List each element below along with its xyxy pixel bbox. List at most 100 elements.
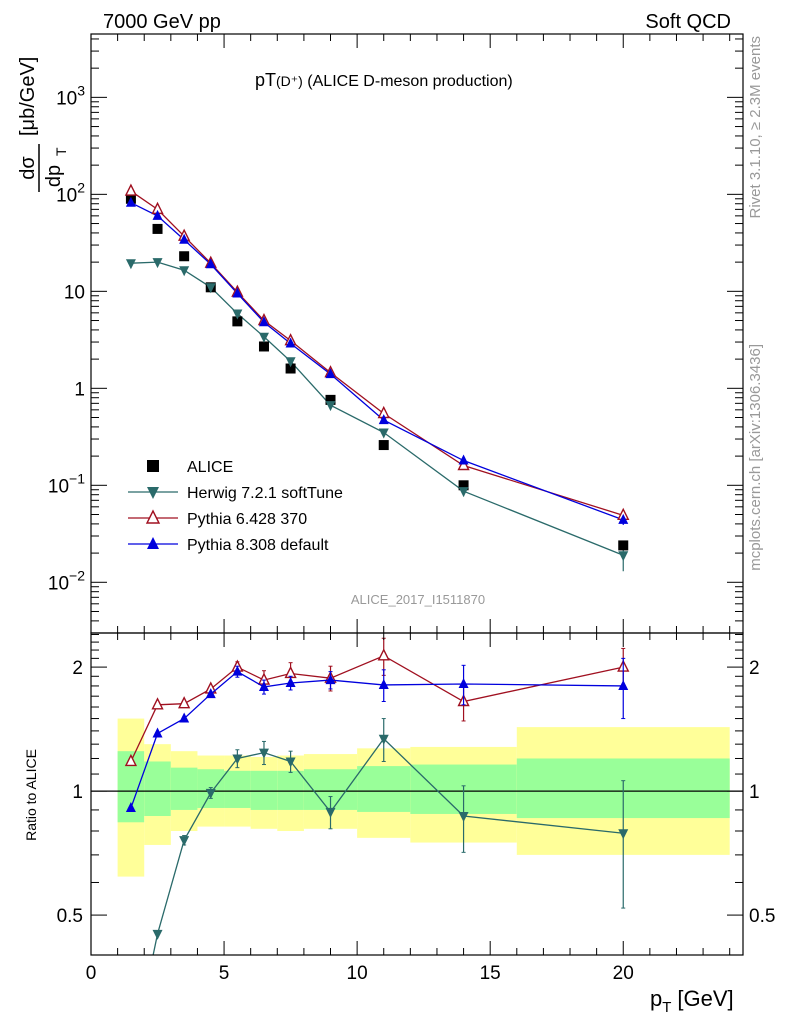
x-tick-label: 0 (86, 963, 97, 984)
ratio-point (325, 807, 336, 818)
x-tick-label: 10 (347, 963, 368, 984)
ratio-point (258, 680, 269, 691)
legend-marker (145, 509, 161, 524)
ratio-point (124, 753, 138, 767)
ratio-y-tick-label-left: 0.5 (57, 906, 83, 927)
data-point (258, 341, 269, 352)
data-point (325, 394, 336, 405)
data-point (205, 258, 216, 269)
ratio-y-tick-label-right: 1 (749, 782, 760, 803)
legend-label: ALICE (187, 459, 233, 476)
data-point (124, 183, 138, 196)
data-point (618, 540, 629, 551)
ratio-point (125, 801, 136, 812)
data-point (618, 513, 629, 524)
legend-label: Herwig 7.2.1 softTune (187, 485, 343, 502)
green-band-bin (170, 767, 198, 810)
data-point (618, 551, 629, 562)
data-point (232, 287, 243, 298)
ratio-point (618, 679, 629, 690)
green-band-bin (144, 761, 171, 817)
xlabel-units: [GeV] (677, 986, 733, 1011)
ratio-point (179, 836, 190, 847)
analysis-watermark: ALICE_2017_I1511870 (351, 592, 485, 607)
data-point (152, 209, 163, 220)
data-point (232, 309, 243, 320)
title-main: pT (255, 70, 276, 90)
ratio-point (178, 696, 191, 709)
data-point (232, 316, 243, 327)
ratio-point (377, 648, 390, 661)
data-point (258, 332, 269, 343)
x-tick-label: 5 (219, 963, 230, 984)
y-tick-label: 10−2 (48, 567, 85, 594)
legend: ALICE Herwig 7.2.1 softTune Pythia 6.428 3… (128, 459, 343, 554)
legend-marker (147, 487, 159, 499)
legend-label: Pythia 6.428 370 (187, 511, 307, 528)
header-right: Soft QCD (645, 11, 731, 33)
legend-marker (147, 460, 159, 472)
data-point (325, 368, 336, 379)
data-point (152, 258, 163, 269)
ratio-y-tick-label-left: 2 (72, 658, 83, 679)
y-tick-label: 10 (64, 282, 85, 303)
y-tick-label: 1 (74, 379, 85, 400)
xlabel-sub: T (662, 999, 671, 1016)
data-point (378, 414, 389, 425)
green-band-bin (250, 770, 278, 810)
data-point (285, 357, 296, 368)
ratio-point (618, 829, 629, 840)
mcplots-label: mcplots.cern.ch [arXiv:1306.3436] (747, 344, 764, 571)
green-band-bin (224, 770, 251, 808)
title-rest: (ALICE D-meson production) (303, 73, 513, 90)
data-point (125, 196, 136, 207)
data-point (179, 266, 190, 277)
ratio-series-group (124, 637, 630, 955)
data-point (179, 233, 190, 244)
ylabel-denominator-sub: T (53, 147, 69, 156)
ratio-y-tick-label-right: 2 (749, 658, 760, 679)
x-tick-label: 15 (480, 963, 501, 984)
ratio-point (285, 757, 296, 768)
ratio-point (378, 734, 389, 745)
data-point (258, 316, 269, 327)
green-band-bin (277, 770, 304, 810)
data-point (179, 251, 190, 262)
ratio-y-tick-label-right: 0.5 (749, 906, 775, 927)
data-point (205, 283, 216, 294)
ratio-point (458, 812, 469, 823)
y-tick-label: 103 (56, 82, 85, 109)
data-point (378, 428, 389, 439)
data-point (458, 454, 469, 465)
ylabel-denominator: dp (43, 165, 65, 187)
green-band-bin (357, 766, 411, 812)
ratio-point (179, 712, 190, 723)
header-left: 7000 GeV pp (103, 11, 221, 33)
data-point (285, 337, 296, 348)
upper-ylabel: dσ dp T [μb/GeV] (17, 57, 69, 192)
data-point (125, 259, 136, 270)
xlabel: pT [GeV] (650, 986, 734, 1016)
ratio-point (232, 665, 243, 676)
ratio-ylabel: Ratio to ALICE (23, 749, 39, 841)
y-tick-label: 102 (56, 179, 85, 206)
data-point (325, 401, 336, 412)
ratio-point (205, 788, 216, 799)
ratio-point (205, 688, 216, 699)
ratio-point (151, 697, 164, 710)
ylabel-numerator: dσ (17, 156, 39, 180)
ratio-point (325, 674, 336, 685)
data-point (152, 223, 163, 234)
ratio-point (378, 678, 389, 689)
ratio-point (152, 727, 163, 738)
x-tick-label: 20 (613, 963, 634, 984)
rivet-label: Rivet 3.1.10, ≥ 2.3M events (747, 36, 764, 219)
legend-label: Pythia 8.308 default (187, 537, 329, 554)
ratio-point (458, 677, 469, 688)
y-tick-label: 10−1 (48, 470, 85, 497)
ratio-point (152, 929, 163, 940)
legend-marker (147, 537, 159, 549)
title-sub: (D⁺) (276, 73, 303, 89)
ratio-point (258, 748, 269, 759)
